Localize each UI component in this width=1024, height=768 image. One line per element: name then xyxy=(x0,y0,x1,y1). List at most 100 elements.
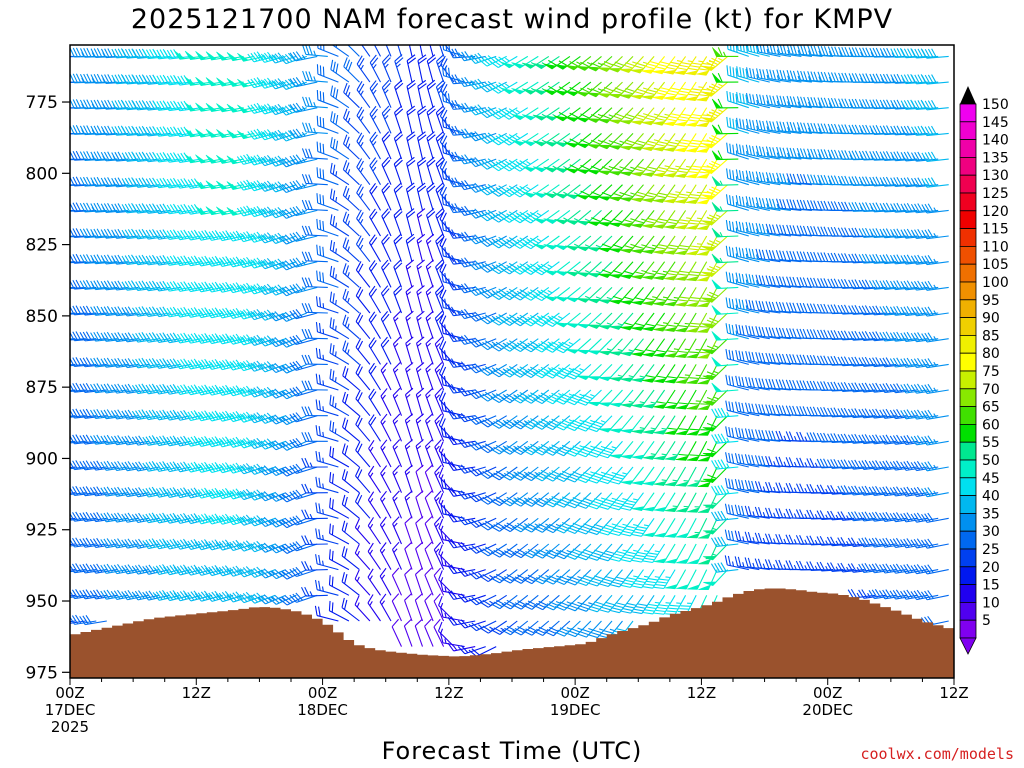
wind-barb xyxy=(215,384,244,396)
wind-barb xyxy=(735,195,760,211)
wind-barb xyxy=(289,334,318,346)
wind-barb xyxy=(79,589,107,600)
wind-barb xyxy=(532,158,560,173)
wind-barb xyxy=(724,529,749,545)
legend-label: 15 xyxy=(982,578,1000,594)
wind-barb xyxy=(434,387,445,416)
wind-barb xyxy=(132,151,160,163)
wind-barb xyxy=(745,247,770,263)
legend-swatch xyxy=(959,584,977,603)
wind-barb xyxy=(278,52,307,65)
wind-barb xyxy=(301,199,328,211)
wind-barb xyxy=(278,234,308,245)
wind-barb xyxy=(586,235,613,252)
wind-barb xyxy=(920,590,949,601)
wind-barb xyxy=(328,600,350,622)
wind-barb xyxy=(457,645,486,655)
wind-barb xyxy=(522,184,550,198)
wind-barb xyxy=(163,177,192,189)
wind-barb xyxy=(440,504,465,519)
wind-barb xyxy=(354,492,371,519)
wind-barb xyxy=(226,307,255,319)
wind-barb xyxy=(184,281,213,293)
wind-barb xyxy=(868,537,897,548)
wind-barb xyxy=(910,280,939,291)
wind-barb xyxy=(848,176,876,187)
wind-barb xyxy=(879,537,907,548)
wind-barb xyxy=(355,389,371,417)
wind-barb xyxy=(131,487,160,498)
wind-barb xyxy=(816,561,844,572)
wind-barb xyxy=(765,275,791,288)
legend-label: 95 xyxy=(982,293,1000,309)
wind-barb xyxy=(565,363,592,380)
wind-barb xyxy=(735,401,760,417)
wind-barb xyxy=(355,363,371,391)
wind-barb xyxy=(381,105,392,134)
wind-barb xyxy=(393,131,404,160)
wind-barb xyxy=(468,517,497,528)
wind-barb xyxy=(131,409,160,420)
wind-barb xyxy=(746,45,770,57)
wind-barb xyxy=(745,402,770,417)
wind-barb xyxy=(448,74,476,85)
wind-barb xyxy=(236,256,265,268)
wind-barb xyxy=(576,517,602,535)
wind-barb xyxy=(642,569,666,589)
wind-barb xyxy=(479,492,507,505)
wind-barb xyxy=(416,336,425,365)
x-tick-label: 00Z xyxy=(55,684,84,702)
wind-barb xyxy=(111,151,139,162)
wind-barb xyxy=(468,131,497,142)
wind-barb xyxy=(500,132,529,146)
wind-barb xyxy=(316,270,339,288)
wind-barb xyxy=(587,620,613,639)
wind-barb xyxy=(417,54,427,83)
wind-barb xyxy=(806,535,834,546)
wind-barb xyxy=(368,260,381,288)
wind-barb xyxy=(316,193,339,211)
wind-barb xyxy=(153,48,181,60)
legend-label: 65 xyxy=(982,400,1000,416)
wind-barb xyxy=(100,589,128,600)
wind-barb xyxy=(132,280,160,292)
wind-barb xyxy=(131,564,160,575)
wind-barb xyxy=(711,124,739,135)
wind-barb xyxy=(490,209,518,223)
wind-barb xyxy=(142,100,171,111)
wind-barb xyxy=(152,589,181,601)
wind-barb xyxy=(837,433,865,444)
wind-barb xyxy=(121,151,149,162)
wind-barb xyxy=(685,235,708,256)
wind-barb xyxy=(806,432,834,443)
credit-text[interactable]: coolwx.com/models xyxy=(860,745,1014,763)
wind-barb xyxy=(70,279,86,290)
wind-barb xyxy=(889,254,918,265)
wind-barb xyxy=(879,382,907,394)
wind-barb xyxy=(70,99,97,110)
legend-swatch xyxy=(959,406,977,425)
wind-barb xyxy=(755,197,781,211)
wind-barb xyxy=(279,466,308,477)
wind-barb xyxy=(121,228,149,240)
wind-barb xyxy=(121,203,149,214)
wind-barb xyxy=(368,337,381,365)
wind-barb xyxy=(910,564,939,575)
wind-barb xyxy=(247,77,276,89)
wind-barb xyxy=(278,130,307,142)
wind-barb xyxy=(236,231,265,243)
wind-barb xyxy=(543,209,571,224)
wind-barb xyxy=(301,535,328,546)
wind-barb xyxy=(500,55,529,69)
wind-barb xyxy=(163,512,192,524)
wind-barb xyxy=(889,460,918,471)
wind-barb xyxy=(879,305,907,316)
wind-barb xyxy=(765,197,791,211)
wind-barb xyxy=(879,228,907,239)
wind-barb xyxy=(341,494,360,519)
wind-barb xyxy=(921,538,949,549)
wind-barb xyxy=(696,235,718,256)
wind-barb xyxy=(142,177,171,189)
wind-barb xyxy=(479,569,507,583)
wind-barb xyxy=(900,228,928,239)
